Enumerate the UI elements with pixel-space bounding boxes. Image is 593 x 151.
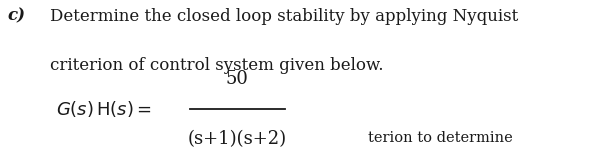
Text: $G(s)\,\mathrm{H}(s) =$: $G(s)\,\mathrm{H}(s) =$ [56, 99, 152, 119]
Text: c): c) [7, 8, 25, 25]
Text: criterion of control system given below.: criterion of control system given below. [50, 57, 384, 74]
Text: (s+1)(s+2): (s+1)(s+2) [187, 130, 287, 148]
Text: Determine the closed loop stability by applying Nyquist: Determine the closed loop stability by a… [50, 8, 519, 25]
Text: 50: 50 [226, 69, 248, 88]
Text: terion to determine: terion to determine [368, 131, 512, 145]
